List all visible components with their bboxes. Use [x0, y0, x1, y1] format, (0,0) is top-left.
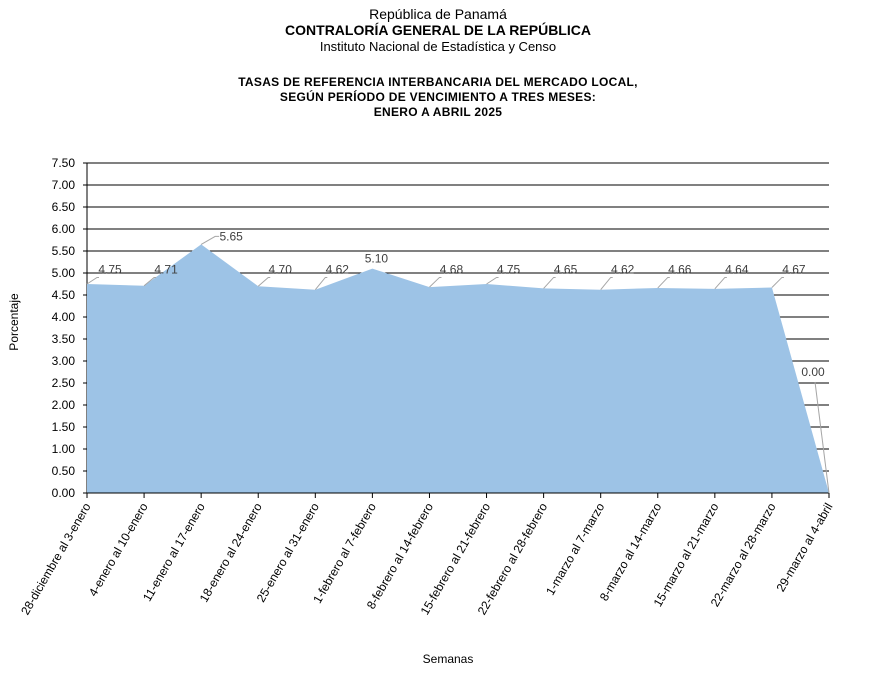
- data-label: 4.68: [440, 262, 464, 276]
- y-tick-label: 3.50: [52, 332, 76, 346]
- y-tick-label: 6.00: [52, 222, 76, 236]
- leader-line: [429, 276, 442, 288]
- x-category-label: 15-marzo al 21-marzo: [651, 500, 722, 609]
- y-tick-label: 0.00: [52, 486, 76, 500]
- x-category-label: 28-diciembre al 3-enero: [18, 500, 94, 617]
- chart-title-line-2: SEGÚN PERÍODO DE VENCIMIENTO A TRES MESE…: [279, 90, 597, 104]
- data-label: 0.00: [801, 365, 825, 379]
- y-tick-label: 1.00: [52, 442, 76, 456]
- y-tick-label: 7.00: [52, 178, 76, 192]
- leader-line: [143, 276, 157, 287]
- y-tick-label: 6.50: [52, 200, 76, 214]
- chart-title-line-1: TASAS DE REFERENCIA INTERBANCARIA DEL ME…: [238, 75, 638, 89]
- leader-line: [657, 276, 670, 289]
- institute-title: Instituto Nacional de Estadística y Cens…: [319, 39, 557, 54]
- leader-line: [257, 276, 271, 287]
- x-category-label: 29-marzo al 4-abril: [773, 501, 835, 595]
- x-category-label: 1-febrero al 7-febrero: [310, 500, 379, 605]
- y-tick-label: 2.00: [52, 398, 76, 412]
- y-tick-label: 5.50: [52, 244, 76, 258]
- x-category-label: 18-enero al 24-enero: [197, 500, 265, 604]
- leader-line: [600, 276, 613, 291]
- y-tick-label: 0.50: [52, 464, 76, 478]
- agency-title: CONTRALORÍA GENERAL DE LA REPÚBLICA: [285, 22, 591, 38]
- x-category-label: 22-marzo al 28-marzo: [708, 500, 779, 609]
- data-label: 4.71: [154, 262, 178, 276]
- data-label: 5.65: [219, 229, 243, 243]
- country-title: República de Panamá: [369, 6, 507, 22]
- leader-line: [714, 276, 727, 290]
- y-tick-label: 4.00: [52, 310, 76, 324]
- leader-line: [86, 276, 99, 285]
- x-category-label: 8-febrero al 14-febrero: [364, 500, 436, 611]
- leader-line: [200, 235, 220, 245]
- data-label: 4.70: [269, 262, 293, 276]
- x-category-label: 4-enero al 10-enero: [86, 500, 151, 599]
- y-tick-label: 4.50: [52, 288, 76, 302]
- leader-line: [543, 276, 556, 289]
- y-axis-label: Porcentaje: [7, 293, 21, 351]
- data-label: 5.10: [365, 252, 389, 266]
- x-category-label: 1-marzo al 7-marzo: [543, 500, 607, 597]
- leader-line: [771, 276, 784, 288]
- leader-line: [486, 276, 499, 285]
- x-category-label: 11-enero al 17-enero: [140, 500, 208, 604]
- y-tick-label: 7.50: [52, 156, 76, 170]
- data-labels: 4.75 4.71 5.65 4.70 4.62 5.10 4.68 4.75 4.65 4.62…: [86, 229, 830, 494]
- leader-line: [814, 381, 830, 494]
- data-label: 4.62: [611, 262, 635, 276]
- y-tick-label: 3.00: [52, 354, 76, 368]
- x-axis-label: Semanas: [423, 652, 474, 666]
- y-tick-label: 5.00: [52, 266, 76, 280]
- area-series: [87, 244, 829, 493]
- data-label: 4.62: [326, 262, 350, 276]
- data-label: 4.64: [725, 262, 749, 276]
- y-tick-label: 2.50: [52, 376, 76, 390]
- x-category-label: 8-marzo al 14-marzo: [597, 500, 665, 603]
- data-label: 4.75: [98, 262, 122, 276]
- data-label: 4.75: [497, 262, 521, 276]
- y-tick-label: 1.50: [52, 420, 76, 434]
- data-label: 4.67: [782, 262, 806, 276]
- data-label: 4.65: [554, 262, 578, 276]
- x-category-label: 25-enero al 31-enero: [254, 500, 322, 604]
- y-axis-ticks: 0.00 0.50 1.00 1.50 2.00 2.50 3.00 3.50 4.00 4.50…: [52, 156, 829, 500]
- chart-title-line-3: ENERO A ABRIL 2025: [373, 105, 503, 119]
- leader-line: [314, 276, 328, 291]
- data-label: 4.66: [668, 262, 692, 276]
